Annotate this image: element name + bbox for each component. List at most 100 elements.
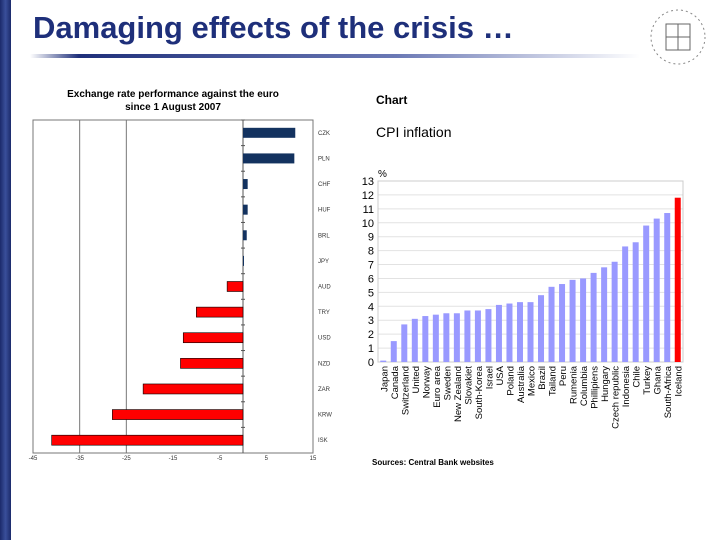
category-label: South-Africa — [663, 365, 674, 418]
category-label: Slovakiet — [463, 366, 474, 405]
bar-try — [196, 306, 244, 318]
central-bank-seal-logo — [650, 9, 706, 65]
y-tick-label: 11 — [363, 204, 374, 216]
category-label: ZAR — [318, 387, 331, 393]
category-label: TRY — [318, 310, 330, 316]
category-label: United — [411, 366, 422, 393]
x-tick-label: 15 — [310, 456, 317, 462]
bar-japan — [380, 360, 387, 362]
bar-new-zealand — [453, 313, 460, 362]
category-label: Turkey — [642, 366, 653, 395]
left-decorative-strip — [0, 0, 11, 540]
bar-ghana — [653, 218, 660, 362]
bar-south-korea — [474, 310, 481, 362]
y-tick-label: 3 — [368, 315, 374, 327]
y-tick-label: 1 — [368, 343, 374, 355]
y-tick-label: 2 — [368, 329, 374, 341]
bar-poland — [506, 303, 513, 362]
bar-brazil — [538, 295, 545, 362]
category-label: South-Korea — [474, 365, 485, 419]
category-label: Sweden — [442, 366, 453, 400]
y-tick-label: 12 — [362, 190, 374, 202]
bar-indonesia — [622, 246, 629, 362]
bar-israel — [485, 309, 492, 362]
bar-slovakiet — [464, 310, 471, 362]
bar-usa — [495, 304, 502, 362]
category-label: HUF — [318, 208, 331, 214]
category-label: Columbia — [579, 365, 590, 406]
bar-united — [411, 318, 418, 362]
category-label: Japan — [379, 366, 390, 392]
bar-south-africa — [664, 213, 671, 362]
bar-euro-area — [432, 314, 439, 362]
category-label: Rumenia — [569, 365, 580, 404]
y-tick-label: 6 — [368, 273, 374, 285]
bar-usd — [182, 332, 244, 344]
bar-iceland — [674, 197, 681, 362]
y-tick-label: 8 — [368, 246, 374, 258]
category-label: KRW — [318, 413, 332, 419]
category-label: JPY — [318, 259, 329, 265]
left-chart-title: Exchange rate performance against the eu… — [67, 89, 279, 100]
category-label: PLN — [318, 156, 330, 162]
category-label: NZD — [318, 361, 331, 367]
category-label: Euro area — [432, 365, 443, 407]
y-unit-label: % — [378, 169, 387, 180]
x-tick-label: -5 — [217, 456, 223, 462]
category-label: Phillipiens — [590, 366, 601, 409]
bar-norway — [422, 316, 429, 362]
title-underline — [30, 54, 640, 58]
category-label: Brazil — [537, 366, 548, 390]
bar-sweden — [443, 313, 450, 362]
bar-turkey — [643, 225, 650, 362]
category-label: Hungary — [600, 366, 611, 402]
category-label: USD — [318, 336, 331, 342]
y-tick-label: 10 — [362, 218, 374, 230]
category-label: Mexico — [527, 366, 538, 396]
slide-title: Damaging effects of the crisis … — [33, 10, 514, 45]
bar-peru — [559, 284, 566, 362]
category-label: Australia — [516, 365, 527, 403]
bar-columbia — [580, 278, 587, 362]
category-label: New Zealand — [453, 366, 464, 422]
category-label: CZK — [318, 131, 330, 137]
bar-brl — [243, 230, 247, 241]
category-label: ISK — [318, 438, 328, 444]
bar-czech-republic — [611, 261, 618, 362]
category-label: Iceland — [674, 366, 685, 397]
left-plot-area — [32, 119, 314, 454]
bar-krw — [112, 409, 244, 420]
category-label: BRL — [318, 233, 330, 239]
category-label: Poland — [505, 366, 516, 396]
left-chart-subtitle: since 1 August 2007 — [125, 102, 221, 113]
category-label: Canada — [390, 365, 401, 399]
category-label: Czech republic — [611, 366, 622, 429]
category-label: Indonesia — [621, 365, 632, 407]
bar-phillipiens — [590, 272, 597, 362]
y-tick-label: 13 — [362, 176, 374, 188]
category-label: Chile — [632, 366, 643, 388]
source-note: Sources: Central Bank websites — [372, 458, 494, 467]
bar-hungary — [601, 267, 608, 362]
bar-mexico — [527, 302, 534, 362]
bar-huf — [243, 204, 248, 215]
y-tick-label: 0 — [368, 357, 374, 369]
bar-isk — [51, 434, 244, 446]
x-tick-label: -25 — [122, 456, 131, 462]
bar-pln — [243, 153, 295, 164]
bar-nzd — [180, 358, 244, 369]
y-tick-label: 9 — [368, 232, 374, 244]
bar-rumenia — [569, 279, 576, 362]
bar-zar — [142, 383, 244, 395]
y-tick-label: 4 — [368, 301, 374, 313]
bar-czk — [243, 127, 296, 138]
category-label: Peru — [558, 366, 569, 386]
x-tick-label: -45 — [29, 456, 38, 462]
x-tick-label: -35 — [75, 456, 84, 462]
bar-canada — [390, 341, 397, 362]
y-tick-label: 5 — [368, 287, 374, 299]
category-label: Norway — [421, 366, 432, 398]
category-label: Tailand — [548, 366, 559, 396]
bar-aud — [226, 281, 244, 292]
